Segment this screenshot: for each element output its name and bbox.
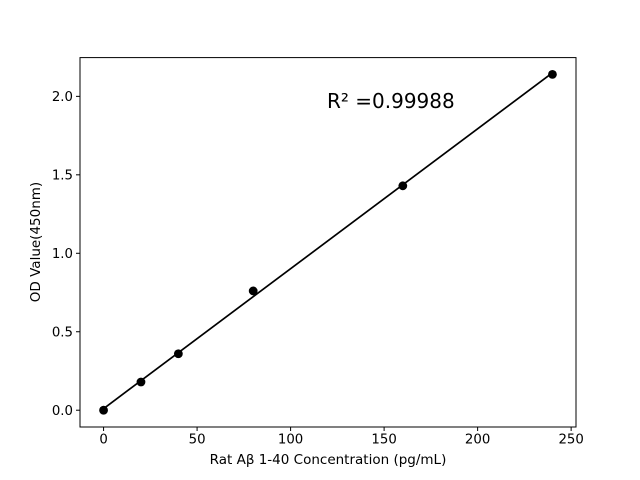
y-axis-label: OD Value(450nm): [28, 182, 44, 302]
y-tick-label: 0.0: [52, 404, 73, 419]
standard-points-marker: [398, 181, 408, 191]
standard-points-marker: [173, 349, 183, 359]
y-tick-label: 2.0: [52, 90, 73, 105]
plot-area: 0 50 100 150 200 250 0.0 0.5 1.0 1.5 2.0: [52, 57, 584, 448]
standard-points-marker: [548, 69, 557, 79]
x-tick-label: 200: [465, 433, 490, 448]
x-tick-label: 250: [558, 433, 583, 448]
y-tick-label: 1.0: [52, 247, 73, 262]
r-squared-annotation: R² =0.99988: [327, 89, 455, 113]
x-tick-label: 100: [278, 433, 303, 448]
standard-points-marker: [99, 405, 108, 415]
x-tick-label: 150: [371, 433, 396, 448]
y-tick-label: 0.5: [52, 325, 73, 340]
x-axis-label: Rat Aβ 1-40 Concentration (pg/mL): [210, 452, 447, 468]
x-tick-label: 50: [189, 433, 206, 448]
standard-points-marker: [248, 286, 258, 296]
x-tick-label: 0: [99, 433, 107, 448]
y-tick-label: 1.5: [52, 169, 73, 184]
standard-points-marker: [136, 377, 146, 387]
